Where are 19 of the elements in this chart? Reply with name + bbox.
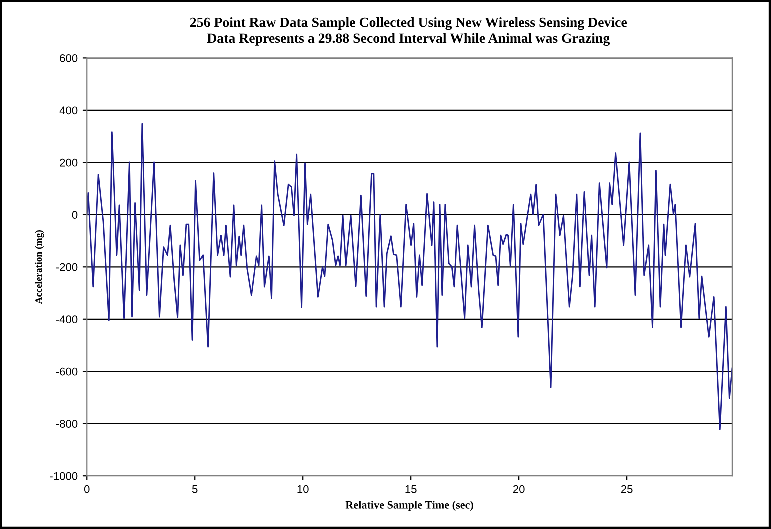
x-tick-label: 25 — [621, 485, 633, 494]
y-tick-label: -600 — [56, 368, 78, 376]
y-tick-label: -1000 — [50, 472, 78, 480]
y-tick-label: 400 — [60, 106, 78, 115]
x-tick-label: 15 — [406, 486, 417, 494]
y-tick-label: -400 — [56, 316, 78, 324]
y-tick-label: -200 — [56, 263, 78, 272]
x-tick-label: 20 — [513, 485, 525, 494]
y-tick-label: 0 — [72, 211, 78, 220]
x-tick-label: 10 — [298, 485, 309, 494]
y-tick-label: 200 — [60, 158, 78, 167]
chart-subtitle: Data Represents a 29.88 Second Interval While Animal was Grazing — [207, 33, 610, 46]
chart-title: 256 Point Raw Data Sample Collected Using New Wireless Sensing Device — [190, 17, 628, 30]
x-tick-label: 0 — [84, 485, 90, 494]
x-tick-label: 5 — [192, 486, 198, 494]
y-tick-label: -800 — [56, 420, 78, 428]
x-axis-title: Relative Sample Time (sec) — [346, 501, 474, 512]
y-tick-label: 600 — [60, 54, 78, 62]
y-axis-title: Acceleration (mg) — [35, 230, 44, 304]
